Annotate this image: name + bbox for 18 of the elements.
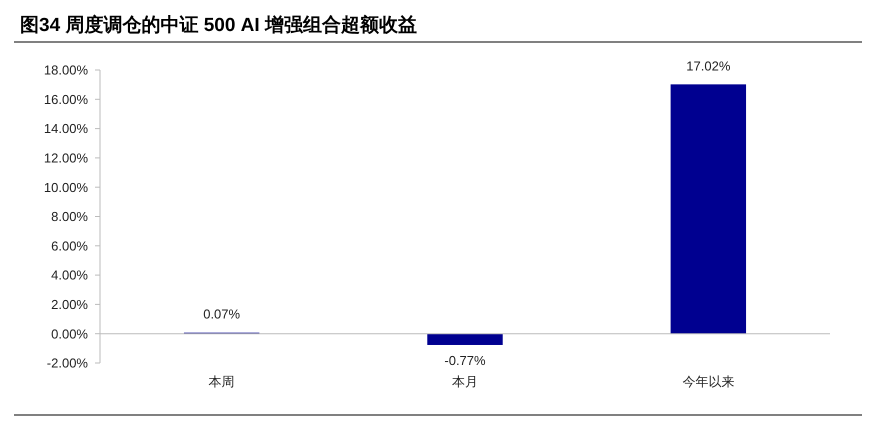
chart-title: 图34 周度调仓的中证 500 AI 增强组合超额收益 <box>20 14 417 36</box>
y-tick-label: 14.00% <box>44 121 88 136</box>
y-tick-label: 16.00% <box>44 92 88 107</box>
y-tick-label: 6.00% <box>51 238 88 254</box>
y-tick-label: 18.00% <box>44 62 88 78</box>
data-label: 0.07% <box>203 306 241 322</box>
y-tick-label: -2.00% <box>46 356 88 371</box>
y-tick-label: 4.00% <box>51 268 88 283</box>
data-label: -0.77% <box>444 352 486 368</box>
y-tick-label: 2.00% <box>51 296 88 312</box>
x-tick-label: 本月 <box>452 374 478 389</box>
y-tick-label: 10.00% <box>44 180 88 195</box>
x-tick-label: 本周 <box>208 374 235 389</box>
y-tick-label: 8.00% <box>51 209 88 224</box>
x-tick-label: 今年以来 <box>682 374 734 389</box>
data-label: 17.02% <box>686 58 731 74</box>
y-tick-label: 0.00% <box>51 326 88 342</box>
y-tick-label: 12.00% <box>44 150 88 166</box>
